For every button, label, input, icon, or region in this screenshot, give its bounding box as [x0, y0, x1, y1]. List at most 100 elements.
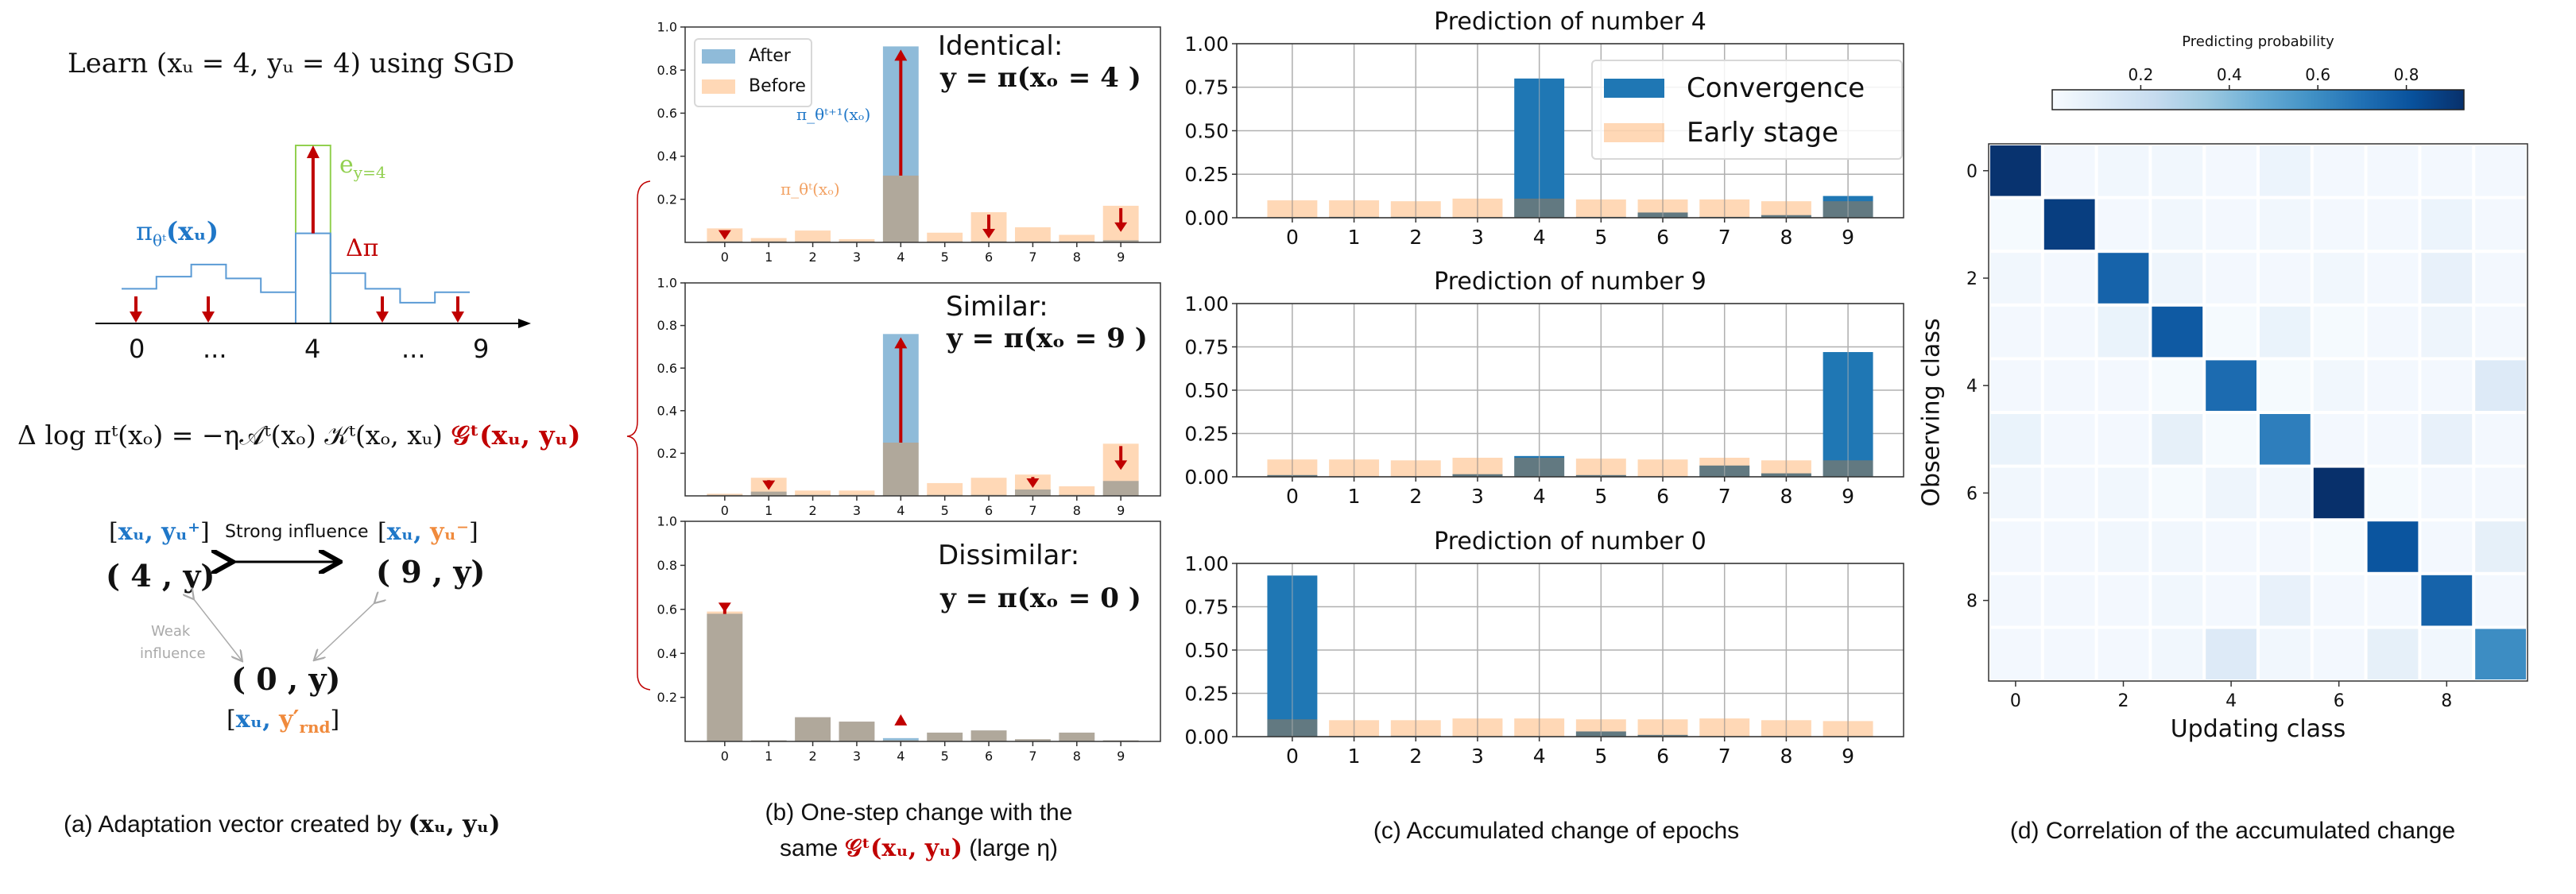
heatmap-cell-7-2 [2098, 521, 2149, 572]
x-tick-label: 9 [1117, 250, 1125, 265]
bar-before-7 [1015, 227, 1051, 242]
x-tick-label: 8 [1780, 485, 1792, 508]
legend-item-convergence: Convergence [1604, 72, 1865, 104]
heatmap-cell-8-8 [2421, 575, 2473, 626]
axes-frame [684, 521, 1161, 742]
x-tick-label: 1 [1348, 745, 1361, 768]
caption-b-line1: (b) One-step change with the [765, 799, 1073, 826]
y-tick-label: 1.00 [1184, 33, 1229, 56]
x-tick-label: 1 [765, 250, 773, 265]
x-tick-label: 1 [765, 503, 773, 518]
caption-b-math: 𝒢ᵗ(xᵤ, yᵤ) [844, 834, 963, 862]
heatmap-cell-9-3 [2152, 629, 2203, 679]
caption-a: (a) Adaptation vector created by (xᵤ, yᵤ… [64, 811, 500, 838]
heatmap-cell-2-3 [2152, 253, 2203, 304]
up-arrowhead-icon [894, 49, 908, 61]
bar-before-8 [1059, 234, 1095, 242]
heatmap-cell-4-3 [2152, 360, 2203, 411]
bar-before-6 [970, 478, 1007, 496]
colorbar-tick-label: 0.4 [2217, 65, 2242, 84]
heatmap-cell-1-5 [2260, 199, 2311, 250]
heatmap-cell-2-5 [2260, 253, 2311, 304]
x-tick-label: 0 [721, 250, 729, 265]
y-tick-label: 0.4 [657, 403, 677, 418]
heatmap-cell-8-4 [2206, 575, 2256, 626]
equation-main: Δ log πᵗ(xₒ) = −η𝒜ᵗ(xₒ) 𝒦ᵗ(xₒ, xᵤ) [17, 420, 451, 451]
x-tick-label: 6 [985, 749, 993, 764]
delta-pi-label: Δπ [346, 234, 379, 262]
heatmap-cell-7-7 [2367, 521, 2419, 572]
annotation-after: π_θᵗ⁺¹(xₒ) [796, 105, 871, 124]
y-tick-label: 1.0 [657, 276, 677, 291]
bar-before-5 [927, 732, 963, 741]
y-tick-label: 1.00 [1184, 292, 1229, 315]
bar-before-4 [882, 443, 919, 496]
y-tick-label: 0.2 [657, 192, 677, 207]
pi-symbol: π [136, 216, 153, 246]
annotation-before: π_θᵗ(xₒ) [781, 180, 840, 199]
bar-before-3 [839, 722, 875, 741]
subtitle-similar: y = π(xₒ = 9 ) [947, 323, 1148, 354]
x-tick-label: 4 [1533, 226, 1546, 249]
bar-after-8 [1059, 732, 1095, 741]
pi-subscript: θᵗ [153, 230, 167, 250]
bracket-open: [ [378, 518, 387, 546]
heatmap-cell-4-6 [2313, 360, 2365, 411]
pi-label: πθᵗ(xᵤ) [136, 216, 219, 250]
x-tick-label: 1 [1348, 485, 1361, 508]
heatmap-cell-2-8 [2421, 253, 2473, 304]
x-tick-label: 7 [1028, 503, 1036, 518]
random-pair-subscript: rnd [299, 718, 331, 737]
heatmap-cell-0-3 [2152, 145, 2203, 196]
y-tick-label: 0.25 [1184, 163, 1229, 186]
caption-a-math: (xᵤ, yᵤ) [408, 811, 501, 838]
title-similar: Similar: [946, 291, 1048, 323]
update-equation: Δ log πᵗ(xₒ) = −η𝒜ᵗ(xₒ) 𝒦ᵗ(xₒ, xᵤ) 𝒢ᵗ(xᵤ… [17, 420, 580, 451]
heatmap-cell-4-1 [2043, 360, 2095, 411]
heatmap-cell-6-0 [1990, 467, 2041, 519]
title-prediction-0: Prediction of number 0 [1434, 528, 1706, 555]
bar-after-9 [1102, 481, 1139, 496]
heatmap-cell-3-9 [2475, 306, 2526, 358]
heatmap-cell-1-9 [2475, 199, 2526, 250]
x-tick-label: 2 [1409, 485, 1422, 508]
negative-pair-label: [xᵤ, yᵤ⁻] [378, 518, 478, 546]
x-tick-label: 6 [1656, 485, 1669, 508]
title-prediction-9: Prediction of number 9 [1434, 268, 1706, 296]
x-tick-label: 4 [897, 749, 905, 764]
heatmap-cell-2-7 [2367, 253, 2419, 304]
up-arrowhead-icon [894, 337, 908, 349]
x-tick-label: 2 [808, 503, 816, 518]
x-tick-label: 6 [985, 250, 993, 265]
title-dissimilar: Dissimilar: [938, 540, 1080, 571]
down-arrowhead-icon [202, 312, 215, 323]
y-tick-label: 4 [1966, 377, 1978, 397]
colorbar-tick-label: 0.6 [2305, 65, 2330, 84]
heatmap-cell-1-2 [2098, 199, 2149, 250]
x-tick-label: 3 [853, 503, 861, 518]
heatmap-xlabel: Updating class [2170, 715, 2346, 743]
y-tick-label: 0.8 [657, 318, 677, 333]
x-tick-label: 9 [1842, 226, 1854, 249]
y-tick-label: 0.50 [1184, 379, 1229, 402]
y-tick-label: 0 [1966, 162, 1978, 182]
heatmap-cell-3-2 [2098, 306, 2149, 358]
bar-before-2 [795, 490, 831, 496]
heatmap-cell-6-2 [2098, 467, 2149, 519]
x-tick-label: 8 [2441, 691, 2452, 711]
heatmap-cell-3-8 [2421, 306, 2473, 358]
down-arrowhead-icon [762, 480, 776, 490]
legend-label-convergence: Convergence [1687, 72, 1865, 104]
y-tick-label: 0.00 [1184, 207, 1229, 230]
legend-label-before: Before [749, 76, 806, 96]
x-tick-label: 7 [1718, 226, 1731, 249]
heatmap-cell-4-9 [2475, 360, 2526, 411]
heatmap-cell-8-1 [2043, 575, 2095, 626]
x-tick-label: 5 [1594, 226, 1607, 249]
heatmap-cell-9-7 [2367, 629, 2419, 679]
x-tick-label: 5 [941, 503, 949, 518]
node-digit-0: ( 0 , y) [231, 661, 341, 697]
x-tick-label: 4 [897, 250, 905, 265]
x-tick-label: 7 [1028, 250, 1036, 265]
